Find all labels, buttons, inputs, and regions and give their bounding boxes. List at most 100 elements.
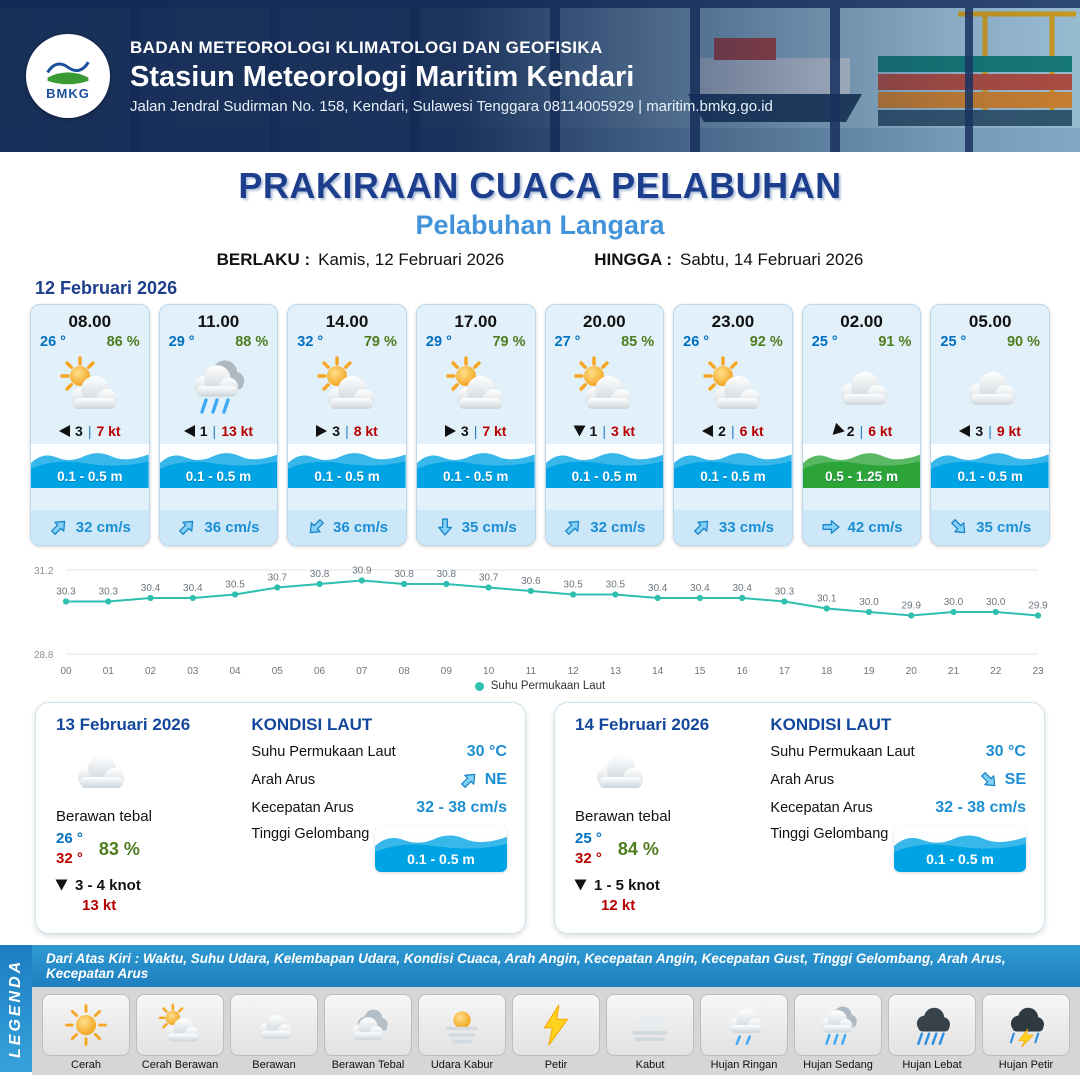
humidity: 85 % (621, 334, 655, 350)
daily-date: 13 Februari 2026 (56, 715, 191, 734)
wind-direction-icon (183, 425, 195, 437)
daily-weather-icon (575, 735, 764, 806)
wave-height-value: 0.1 - 0.5 m (926, 851, 994, 867)
current-direction-icon (691, 516, 713, 538)
wave-height: 0.1 - 0.5 m (957, 469, 1023, 484)
legend-item-label: Cerah Berawan (141, 1059, 219, 1071)
sst-label: Suhu Permukaan Laut (251, 744, 396, 760)
forecast-time: 14.00 (325, 312, 369, 331)
wind-gust: 1 (589, 423, 598, 439)
svg-text:30.3: 30.3 (775, 587, 795, 598)
station-name: Stasiun Meteorologi Maritim Kendari (130, 60, 635, 93)
wave-height-band: 0.1 - 0.5 m (416, 444, 535, 488)
current-direction-label: Arah Arus (251, 772, 316, 788)
legend-weather-icon (794, 994, 882, 1056)
svg-text:30.4: 30.4 (141, 583, 161, 594)
wave-height-band: 0.1 - 0.5 m (159, 444, 278, 488)
legend-item: Hujan Ringan (700, 994, 788, 1071)
hourly-forecast-card: 08.00 26 ° 86 % 3 | 7 kt 0.1 - 0.5 m (30, 304, 150, 546)
svg-text:30.4: 30.4 (690, 583, 710, 594)
wind-range: 1 - 5 knot (594, 876, 660, 894)
sea-condition-title: KONDISI LAUT (770, 715, 892, 734)
wind-direction-icon (828, 422, 845, 440)
svg-text:04: 04 (229, 666, 241, 677)
legend-item-label: Petir (544, 1059, 568, 1071)
wind-speed: 3 kt (610, 423, 636, 439)
separator: | (87, 423, 92, 439)
current-speed: 35 cm/s (976, 518, 1032, 536)
legend-weather-icon (606, 994, 694, 1056)
wave-height-band: 0.1 - 0.5 m (545, 444, 664, 488)
wave-icon (288, 453, 406, 488)
daily-gust: 13 kt (82, 896, 117, 914)
legend-item-label: Hujan Sedang (803, 1059, 873, 1071)
current-row: 35 cm/s (416, 510, 535, 545)
legend-weather-icon (512, 994, 600, 1056)
legend-weather-icon (230, 994, 318, 1056)
wave-height-box: 0.1 - 0.5 m (374, 826, 507, 872)
svg-text:20: 20 (906, 666, 918, 677)
sea-condition-column: KONDISI LAUT Suhu Permukaan Laut 30 °C A… (764, 715, 1026, 923)
wave-icon (931, 453, 1049, 488)
sea-condition-title: KONDISI LAUT (251, 715, 373, 734)
temp-humidity-row: 29 ° 79 % (417, 333, 535, 350)
port-name: Pelabuhan Langara (415, 210, 665, 240)
wave-height-band: 0.1 - 0.5 m (31, 444, 149, 488)
air-temperature: 26 ° (40, 334, 66, 350)
legend-weather-icon (42, 994, 130, 1056)
weather-icon (674, 350, 792, 422)
legend-weather-icon (982, 994, 1070, 1056)
wave-icon (893, 835, 1026, 872)
hourly-forecast-card: 14.00 32 ° 79 % 3 | 8 kt 0.1 - 0.5 m (287, 304, 407, 546)
separator: | (730, 423, 735, 439)
daily-weather-column: 14 Februari 2026 Berawan tebal 25 ° 32 °… (574, 715, 764, 923)
valid-until: HINGGA : Sabtu, 14 Februari 2026 (594, 250, 864, 269)
wind-row: 2 | 6 kt (803, 422, 921, 444)
humidity: 86 % (106, 334, 140, 350)
humidity: 79 % (363, 334, 397, 350)
current-direction-icon (458, 769, 480, 791)
wave-height-label: Tinggi Gelombang (770, 826, 889, 842)
wind-gust: 2 (718, 423, 726, 439)
svg-text:30.8: 30.8 (310, 569, 330, 580)
forecast-time: 23.00 (711, 312, 755, 331)
svg-text:18: 18 (821, 666, 833, 677)
air-temperature: 29 ° (425, 334, 452, 350)
daily-weather-icon (56, 735, 245, 806)
temp-humidity-row: 27 ° 85 % (546, 333, 664, 350)
current-direction-label: Arah Arus (770, 772, 835, 788)
wave-height-value: 0.1 - 0.5 m (407, 851, 475, 867)
temp-max: 32 ° (56, 850, 83, 868)
daily-forecast-row: 13 Februari 2026 Berawan tebal 26 ° 32 °… (0, 692, 1080, 934)
daily-forecast-card: 14 Februari 2026 Berawan tebal 25 ° 32 °… (554, 702, 1045, 934)
current-speed: 36 cm/s (204, 518, 260, 536)
svg-text:30.4: 30.4 (732, 583, 752, 594)
svg-text:30.3: 30.3 (99, 587, 119, 598)
air-temperature: 26 ° (683, 334, 710, 350)
temp-humidity-row: 25 ° 91 % (803, 333, 921, 350)
svg-text:15: 15 (694, 666, 706, 677)
current-direction-icon (437, 518, 452, 536)
svg-text:12: 12 (568, 666, 580, 677)
legend-item: Cerah Berawan (136, 994, 224, 1071)
air-temperature: 27 ° (554, 334, 581, 350)
sst-value: 30 °C (466, 743, 507, 760)
wave-icon (31, 453, 149, 488)
legend-series-label: Suhu Permukaan Laut (490, 680, 606, 692)
current-direction-value: SE (1004, 771, 1026, 788)
weather-icon (803, 350, 921, 422)
current-speed: 32 cm/s (75, 518, 131, 536)
separator: | (212, 423, 217, 439)
daily-humidity: 84 % (617, 838, 659, 859)
svg-text:30.8: 30.8 (394, 569, 414, 580)
svg-text:30.8: 30.8 (437, 569, 457, 580)
legend-item-label: Berawan (252, 1059, 296, 1071)
current-row: 36 cm/s (159, 510, 278, 545)
svg-text:30.9: 30.9 (352, 566, 372, 577)
wave-height-band: 0.1 - 0.5 m (674, 444, 792, 488)
daily-weather-column: 13 Februari 2026 Berawan tebal 26 ° 32 °… (55, 715, 245, 923)
weather-icon (31, 350, 149, 422)
wave-height: 0.1 - 0.5 m (571, 469, 637, 484)
svg-text:30.3: 30.3 (56, 587, 76, 598)
current-direction-icon (305, 516, 327, 538)
